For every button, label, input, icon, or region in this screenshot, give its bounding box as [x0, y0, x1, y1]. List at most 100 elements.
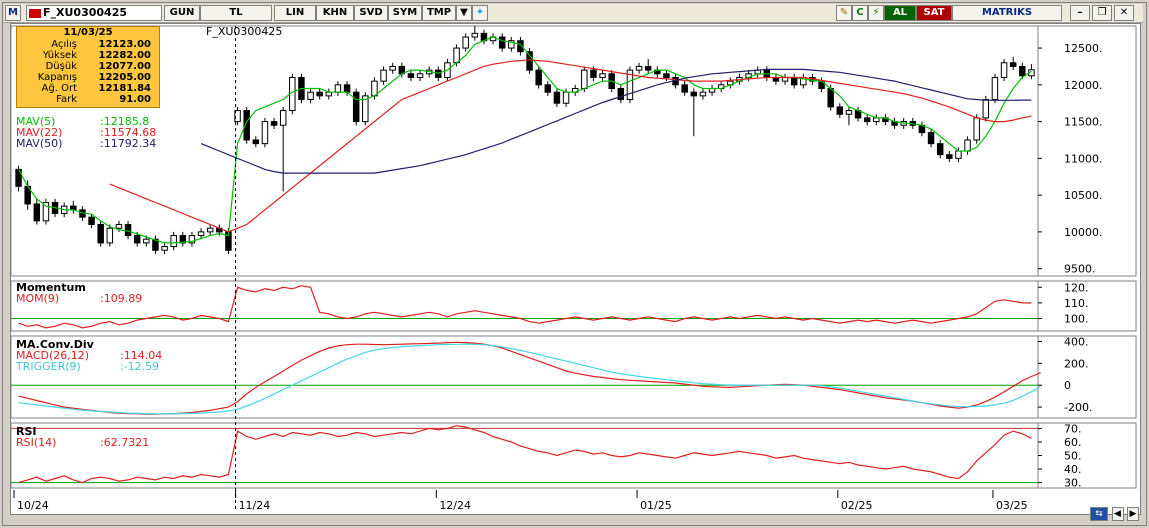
- panel-frame: [10, 422, 1137, 489]
- dropdown-arrow-icon[interactable]: ▼: [456, 5, 472, 21]
- candle-body: [581, 69, 588, 89]
- scroll-left-icon[interactable]: ◀: [1111, 507, 1124, 521]
- candle-body: [955, 150, 962, 159]
- series-line: [18, 343, 1041, 415]
- refresh-icon[interactable]: C: [852, 5, 868, 21]
- candle-body: [206, 227, 214, 233]
- scroll-sync-icon[interactable]: ⇆: [1090, 507, 1108, 521]
- info-row: Kapanış 12205.00: [17, 72, 159, 83]
- price-panel: 9500. 10000. 10500. 11000. 11500. 12000. 12500…: [10, 25, 1137, 277]
- candle-body: [535, 69, 542, 86]
- candle-body: [946, 154, 953, 159]
- candle-body: [362, 95, 369, 123]
- legend-value: :109.89: [100, 292, 143, 305]
- y-tick-label: -200.: [1064, 401, 1092, 414]
- candle-body: [544, 84, 552, 93]
- macd-panel: 400. 200. 0 -200.: [10, 335, 1137, 419]
- toolbar-button-sym[interactable]: SYM: [388, 5, 422, 21]
- toolbar-button-gun[interactable]: GUN: [164, 5, 200, 21]
- legend-trigger: TRIGGER(9) :-12.59: [16, 360, 159, 373]
- candle-body: [1009, 62, 1017, 67]
- minimize-icon[interactable]: –: [1070, 5, 1090, 21]
- sell-button[interactable]: SAT: [916, 5, 952, 21]
- candle-body: [681, 84, 688, 93]
- scroll-right-icon[interactable]: ▶: [1127, 507, 1139, 521]
- candle-body: [526, 51, 533, 71]
- candle-body: [334, 84, 342, 93]
- candle-body: [517, 40, 524, 53]
- legend-value: :114.04: [120, 349, 163, 362]
- info-label: Fark: [56, 94, 77, 105]
- momentum-title: Momentum: [16, 281, 86, 294]
- candle-body: [106, 227, 114, 244]
- macd-title: MA.Conv.Div: [16, 338, 94, 351]
- symbol-field[interactable]: F_XU0300425: [26, 5, 162, 21]
- pencil-icon[interactable]: ✎: [836, 5, 852, 21]
- buy-button[interactable]: AL: [884, 5, 916, 21]
- twitter-icon[interactable]: ✦: [472, 5, 488, 21]
- legend-value: :-12.59: [120, 360, 160, 373]
- candle-body: [827, 88, 834, 108]
- candle-body: [927, 132, 935, 145]
- candle-body: [553, 91, 561, 104]
- candle-body: [617, 88, 625, 101]
- candle-body: [270, 121, 278, 126]
- candle-body: [973, 117, 980, 141]
- y-tick-label: 9500.: [1064, 263, 1096, 276]
- candle-body: [197, 231, 205, 237]
- toolbar-button-tl[interactable]: TL: [200, 5, 272, 21]
- toolbar-button-khn[interactable]: KHN: [316, 5, 354, 21]
- info-value: 91.00: [119, 94, 151, 105]
- x-axis: 10/24 11/24 12/24 01/25 02/25 03/25: [13, 26, 1028, 512]
- close-icon[interactable]: ✕: [1114, 5, 1134, 21]
- restore-icon[interactable]: ❐: [1092, 5, 1112, 21]
- toolbar-button-svd[interactable]: SVD: [354, 5, 388, 21]
- legend-value: :62.7321: [100, 436, 150, 449]
- panel-frame: [10, 335, 1137, 419]
- candle-body: [124, 224, 132, 237]
- candle-body: [234, 110, 241, 123]
- legend-macd: MACD(26,12) :114.04: [16, 349, 162, 362]
- candle-body: [1000, 62, 1008, 78]
- candle-body: [307, 91, 314, 101]
- candle-body: [188, 235, 196, 244]
- candle-body: [389, 65, 396, 71]
- y-tick-label: 400.: [1064, 335, 1089, 348]
- legend-mom: MOM(9):109.89: [16, 292, 142, 305]
- y-tick-label: 70.: [1064, 422, 1082, 435]
- y-tick-label: 10500.: [1064, 189, 1103, 202]
- legend-label: MACD(26,12): [16, 349, 90, 362]
- info-label: Açılış: [51, 39, 77, 50]
- toolbar-button-lin[interactable]: LIN: [274, 5, 316, 21]
- legend-label: MAV(22): [16, 126, 63, 139]
- logo-icon[interactable]: M: [5, 5, 21, 21]
- y-tick-label: 30.: [1064, 477, 1082, 490]
- legend-label: TRIGGER(9): [16, 360, 81, 373]
- candle-body: [279, 110, 287, 126]
- candle-body: [133, 235, 141, 244]
- y-tick-label: 50.: [1064, 450, 1082, 463]
- legend-mav5: MAV(5):12185.8: [16, 115, 149, 128]
- toolbar-button-tmp[interactable]: TMP: [422, 5, 456, 21]
- x-tick-label: 03/25: [996, 499, 1028, 512]
- legend-value: :12185.8: [100, 115, 150, 128]
- candle-body: [243, 110, 250, 141]
- candle-body: [380, 69, 387, 82]
- candle-body: [97, 224, 104, 244]
- info-row: Ağ. Ort 12181.84: [17, 83, 159, 94]
- symbol-text: F_XU0300425: [43, 6, 128, 19]
- y-tick-label: 120.: [1064, 281, 1089, 294]
- y-tick-label: 110.: [1064, 297, 1089, 310]
- candle-body: [316, 91, 323, 97]
- brand-label: MATRIKS: [952, 5, 1062, 21]
- info-date: 11/03/25: [63, 27, 113, 38]
- panel-frame: [10, 280, 1137, 332]
- info-label: Ağ. Ort: [41, 83, 77, 94]
- y-tick-label: 0: [1064, 379, 1071, 392]
- bolt-icon[interactable]: ⚡: [868, 5, 884, 21]
- candle-body: [407, 73, 415, 78]
- ohlc-info-box: 11/03/25 Açılış 12123.00 Yüksek 12282.00 D…: [16, 26, 160, 108]
- candle-body: [936, 143, 944, 156]
- candle-body: [836, 106, 844, 115]
